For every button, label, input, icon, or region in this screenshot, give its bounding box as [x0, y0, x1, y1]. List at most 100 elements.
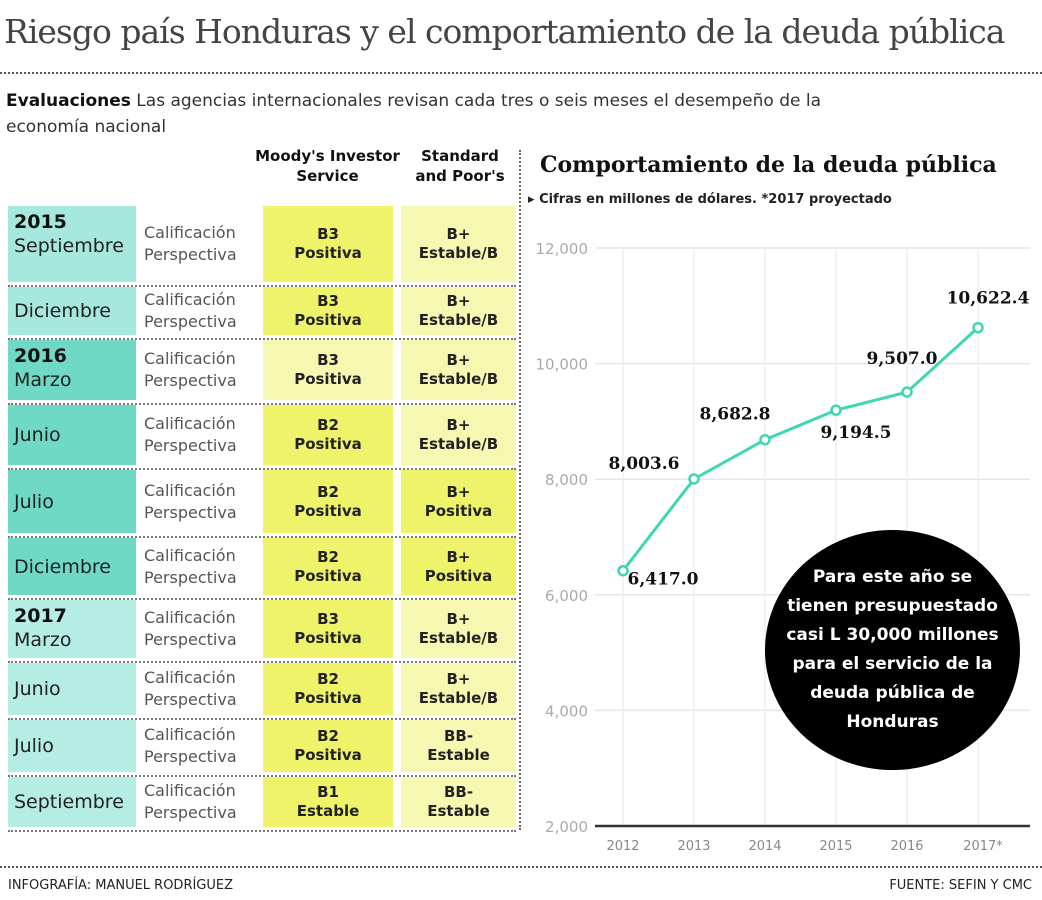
- data-label: 6,417.0: [628, 570, 699, 590]
- moodys-outlook: Positiva: [294, 244, 362, 262]
- sp-cell: B+ Estable/B: [401, 405, 516, 465]
- sp-cell: B+ Positiva: [401, 538, 516, 595]
- period-cell: Junio: [8, 405, 136, 465]
- data-point: [972, 321, 984, 334]
- label-perspectiva: Perspectiva: [144, 436, 237, 455]
- table-row: 2015 Septiembre Calificación Perspectiva B…: [8, 206, 516, 287]
- moodys-cell: B1 Estable: [263, 777, 393, 827]
- month: Septiembre: [14, 791, 124, 813]
- label-cell: Calificación Perspectiva: [144, 405, 264, 465]
- label-calificacion: Calificación: [144, 480, 236, 500]
- table-row: Junio Calificación Perspectiva B2 Positiva…: [8, 405, 516, 470]
- table-row: Julio Calificación Perspectiva B2 Positiva…: [8, 470, 516, 538]
- intro-text: Las agencias internacionales revisan cad…: [6, 91, 821, 137]
- table-row: Julio Calificación Perspectiva B2 Positiva…: [8, 720, 516, 777]
- moodys-cell: B3 Positiva: [263, 600, 393, 658]
- moodys-outlook: Positiva: [294, 311, 362, 329]
- period-cell: Julio: [8, 720, 136, 772]
- month: Septiembre: [14, 235, 124, 257]
- divider: [0, 72, 1042, 74]
- moodys-rating: B2: [317, 727, 339, 745]
- y-tick-label: 8,000: [545, 471, 588, 489]
- label-perspectiva: Perspectiva: [144, 312, 237, 331]
- moodys-cell: B2 Positiva: [263, 470, 393, 533]
- moodys-rating: B2: [317, 670, 339, 688]
- credit: INFOGRAFÍA: MANUEL RODRÍGUEZ: [8, 878, 234, 893]
- label-cell: Calificación Perspectiva: [144, 470, 264, 533]
- y-tick-label: 12,000: [536, 240, 589, 258]
- label-cell: Calificación Perspectiva: [144, 600, 264, 658]
- table-row: 2017 Marzo Calificación Perspectiva B3 Posi…: [8, 600, 516, 663]
- label-calificacion: Calificación: [144, 545, 236, 565]
- sp-outlook: Positiva: [424, 501, 493, 520]
- x-tick-label: 2015: [819, 839, 852, 854]
- moodys-rating: B2: [317, 482, 339, 501]
- moodys-rating: B3: [317, 292, 339, 310]
- data-point: [617, 564, 629, 577]
- sp-outlook: Estable/B: [418, 629, 499, 647]
- sp-rating: B+: [446, 351, 471, 369]
- label-perspectiva: Perspectiva: [144, 371, 237, 390]
- month: Junio: [14, 678, 61, 700]
- sp-cell: B+ Estable/B: [401, 663, 516, 715]
- label-calificacion: Calificación: [144, 608, 236, 627]
- label-perspectiva: Perspectiva: [144, 747, 237, 766]
- label-cell: Calificación Perspectiva: [144, 720, 264, 772]
- month: Diciembre: [14, 300, 111, 322]
- chart-subtitle: ▸ Cifras en millones de dólares. *2017 p…: [528, 192, 892, 207]
- moodys-rating: B2: [317, 547, 339, 566]
- label-calificacion: Calificación: [144, 668, 236, 687]
- sp-outlook: Estable: [427, 802, 490, 820]
- x-tick-label: 2014: [748, 839, 781, 854]
- period-cell: Diciembre: [8, 538, 136, 595]
- divider: [0, 866, 1042, 868]
- label-cell: Calificación Perspectiva: [144, 663, 264, 715]
- y-tick-label: 4,000: [545, 702, 588, 720]
- sp-rating: B+: [446, 416, 471, 434]
- moodys-outlook: Positiva: [294, 435, 362, 453]
- moodys-outlook: Positiva: [294, 629, 362, 647]
- y-tick-label: 6,000: [545, 587, 588, 605]
- data-label: 10,622.4: [947, 289, 1030, 309]
- sp-outlook: Estable: [427, 746, 490, 764]
- y-tick-label: 10,000: [536, 356, 589, 374]
- sp-rating: B+: [446, 225, 471, 243]
- label-perspectiva: Perspectiva: [144, 690, 237, 709]
- table-row: Junio Calificación Perspectiva B2 Positiva…: [8, 663, 516, 720]
- moodys-outlook: Positiva: [294, 370, 362, 388]
- sp-rating: B+: [446, 610, 471, 628]
- sp-cell: B+ Positiva: [401, 470, 516, 533]
- data-label: 8,003.6: [609, 454, 680, 474]
- page-title: Riesgo país Honduras y el comportamiento…: [4, 12, 1005, 51]
- sp-cell: B+ Estable/B: [401, 206, 516, 282]
- table-row: Diciembre Calificación Perspectiva B3 Posi…: [8, 287, 516, 340]
- table-row: 2016 Marzo Calificación Perspectiva B3 Posi…: [8, 340, 516, 405]
- y-tick-label: 2,000: [545, 818, 588, 836]
- moodys-cell: B2 Positiva: [263, 720, 393, 772]
- sp-outlook: Positiva: [424, 566, 493, 585]
- label-perspectiva: Perspectiva: [144, 502, 237, 522]
- table-row: Septiembre Calificación Perspectiva B1 Est…: [8, 777, 516, 832]
- x-tick-label: 2013: [677, 839, 710, 854]
- moodys-outlook: Positiva: [294, 689, 362, 707]
- data-point: [759, 433, 771, 446]
- moodys-cell: B2 Positiva: [263, 538, 393, 595]
- data-point: [688, 473, 700, 485]
- label-perspectiva: Perspectiva: [144, 245, 237, 264]
- label-cell: Calificación Perspectiva: [144, 777, 264, 827]
- sp-cell: BB- Estable: [401, 720, 516, 772]
- sp-rating: BB-: [443, 727, 474, 745]
- period-cell: Julio: [8, 470, 136, 533]
- sp-outlook: Estable/B: [418, 311, 499, 329]
- moodys-outlook: Positiva: [294, 566, 362, 585]
- sp-rating: B+: [446, 547, 471, 566]
- chart-subtitle-text: Cifras en millones de dólares. *2017 pro…: [539, 192, 892, 207]
- moodys-cell: B2 Positiva: [263, 405, 393, 465]
- sp-cell: BB- Estable: [401, 777, 516, 827]
- data-label: 9,194.5: [821, 423, 892, 443]
- header-moodys: Moody's Investor Service: [255, 147, 400, 185]
- moodys-outlook: Positiva: [294, 501, 362, 520]
- moodys-rating: B3: [317, 610, 339, 628]
- period-cell: Septiembre: [8, 777, 136, 827]
- chart-title: Comportamiento de la deuda pública: [540, 152, 997, 178]
